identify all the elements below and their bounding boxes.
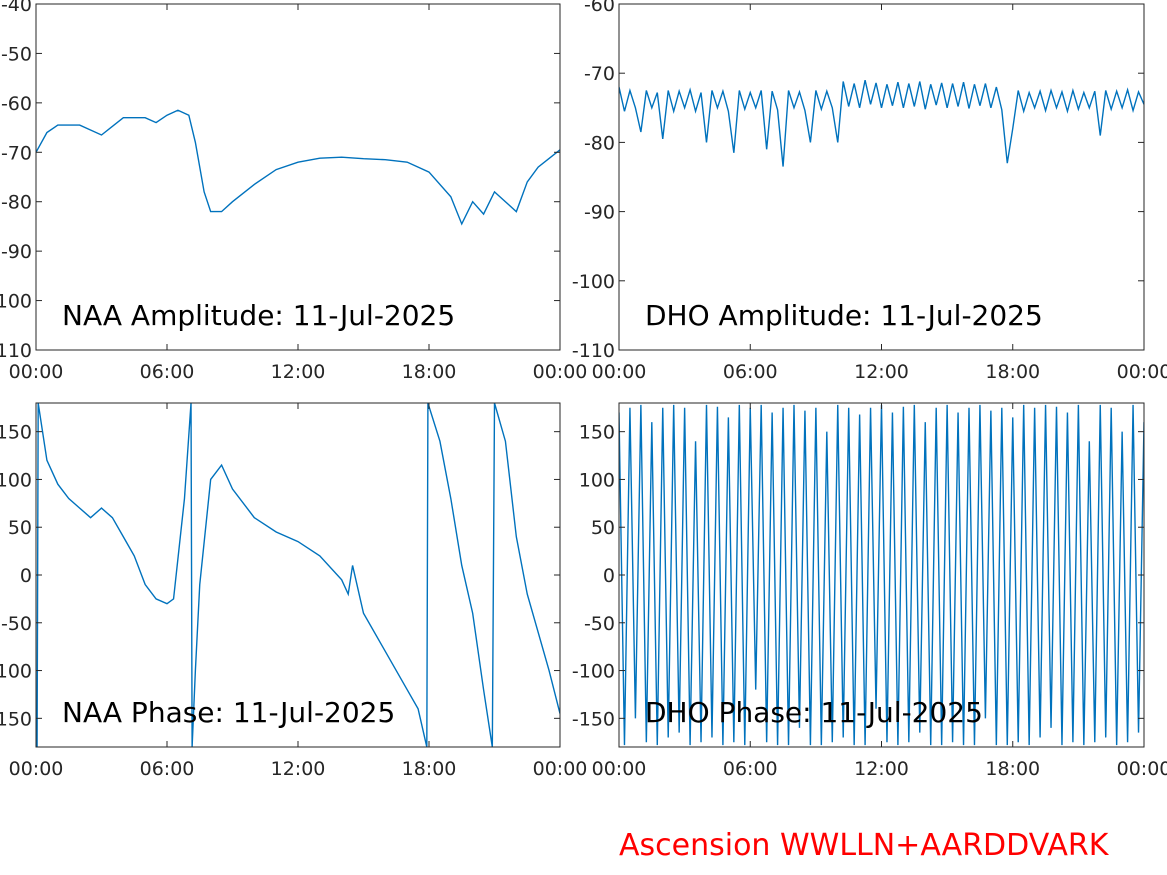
y-tick-label: -100	[0, 291, 32, 313]
annotation: NAA Phase: 11-Jul-2025	[62, 696, 395, 729]
y-tick-label: -150	[0, 708, 32, 730]
x-tick-label: 00:00	[9, 361, 64, 383]
x-tick-label: 00:00	[1117, 361, 1167, 383]
plot-area	[36, 403, 560, 747]
x-tick-label: 18:00	[402, 758, 457, 780]
y-tick-label: -110	[0, 340, 32, 362]
y-tick-label: -50	[1, 43, 32, 65]
y-tick-label: 150	[579, 422, 615, 444]
x-tick-label: 06:00	[140, 361, 195, 383]
y-tick-label: -110	[572, 340, 615, 362]
x-tick-label: 00:00	[9, 758, 64, 780]
x-tick-label: 06:00	[723, 758, 778, 780]
y-tick-label: -150	[572, 708, 615, 730]
x-tick-label: 18:00	[985, 361, 1040, 383]
plot-area	[619, 403, 1144, 747]
x-tick-label: 12:00	[271, 361, 326, 383]
plot-area	[36, 4, 560, 350]
y-tick-label: -90	[584, 202, 615, 224]
x-tick-label: 18:00	[402, 361, 457, 383]
data-line	[36, 109, 560, 226]
x-tick-label: 00:00	[533, 361, 588, 383]
x-tick-label: 00:00	[592, 758, 647, 780]
y-tick-label: -60	[1, 93, 32, 115]
x-tick-label: 00:00	[533, 758, 588, 780]
annotation: NAA Amplitude: 11-Jul-2025	[62, 299, 455, 332]
data-line	[619, 79, 1144, 167]
y-tick-label: -50	[1, 613, 32, 635]
y-tick-label: -60	[584, 0, 615, 16]
plot-area	[619, 4, 1144, 350]
x-tick-label: 00:00	[1117, 758, 1167, 780]
x-tick-label: 12:00	[271, 758, 326, 780]
y-tick-label: -50	[584, 613, 615, 635]
x-tick-label: 12:00	[854, 361, 909, 383]
y-tick-label: 0	[603, 565, 615, 587]
y-tick-label: -80	[584, 132, 615, 154]
annotation: DHO Amplitude: 11-Jul-2025	[645, 299, 1043, 332]
x-tick-label: 06:00	[140, 758, 195, 780]
footer: Ascension WWLLN+AARDDVARK	[619, 828, 1110, 863]
y-tick-label: 150	[0, 422, 32, 444]
y-tick-label: 100	[579, 469, 615, 491]
y-tick-label: 0	[20, 565, 32, 587]
y-tick-label: -100	[572, 271, 615, 293]
x-tick-label: 18:00	[985, 758, 1040, 780]
y-tick-label: 50	[591, 517, 615, 539]
x-tick-label: 00:00	[592, 361, 647, 383]
y-tick-label: -100	[0, 661, 32, 683]
y-tick-label: -90	[1, 241, 32, 263]
y-tick-label: -40	[1, 0, 32, 16]
y-tick-label: -70	[584, 63, 615, 85]
annotation: DHO Phase: 11-Jul-2025	[645, 696, 983, 729]
x-tick-label: 06:00	[723, 361, 778, 383]
y-tick-label: -100	[572, 661, 615, 683]
y-tick-label: -80	[1, 192, 32, 214]
data-line	[36, 403, 560, 747]
y-tick-label: -70	[1, 142, 32, 164]
x-tick-label: 12:00	[854, 758, 909, 780]
y-tick-label: 100	[0, 469, 32, 491]
y-tick-label: 50	[8, 517, 32, 539]
